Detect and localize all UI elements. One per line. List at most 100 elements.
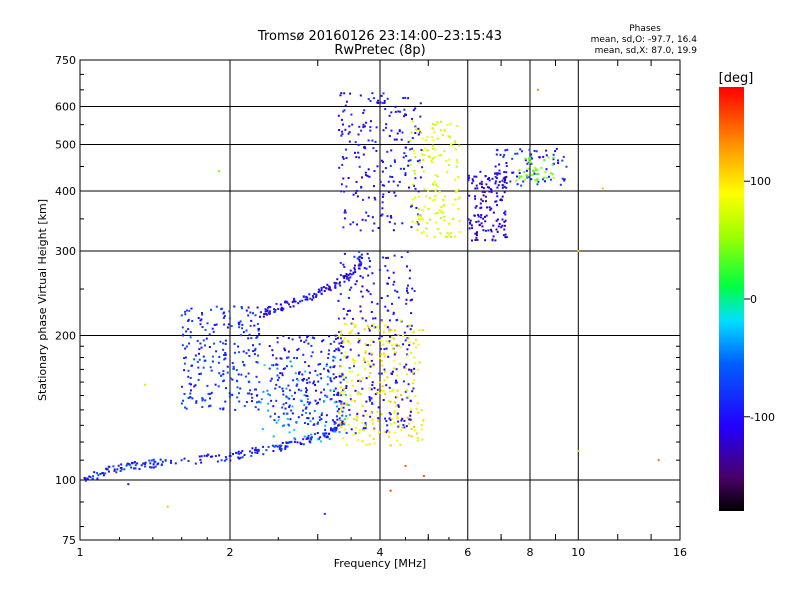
data-point (335, 427, 338, 429)
data-point (394, 351, 397, 354)
data-point (268, 394, 271, 397)
data-point (259, 315, 261, 318)
data-point (359, 275, 362, 278)
data-point (363, 266, 366, 269)
data-point (361, 285, 364, 288)
data-point (378, 329, 380, 332)
data-point (297, 379, 300, 382)
data-point (498, 180, 501, 183)
data-point (339, 375, 342, 378)
data-point (414, 429, 417, 432)
data-point (417, 127, 420, 130)
data-point (249, 450, 251, 453)
data-point (303, 394, 306, 397)
data-point (364, 425, 367, 427)
data-point (307, 434, 310, 437)
data-point (382, 352, 385, 355)
data-point (342, 110, 345, 113)
data-point (261, 428, 264, 431)
x-tick-label: 4 (377, 546, 384, 559)
data-point (344, 211, 347, 214)
data-point (530, 173, 533, 176)
data-point (342, 393, 345, 396)
data-point (354, 323, 357, 326)
data-point (395, 381, 398, 384)
data-point (200, 461, 203, 464)
data-point (402, 424, 405, 426)
data-point (289, 441, 292, 444)
data-point (342, 308, 345, 310)
data-point (380, 297, 383, 299)
data-point (287, 384, 290, 387)
data-point (401, 222, 404, 225)
data-point (285, 387, 288, 390)
data-point (562, 155, 565, 158)
data-point (320, 414, 323, 416)
data-point (215, 305, 218, 308)
data-point (390, 336, 393, 339)
data-point (413, 169, 416, 172)
data-point (495, 219, 498, 222)
data-point (394, 410, 397, 412)
data-point (362, 111, 365, 114)
data-point (397, 404, 400, 407)
data-point (345, 157, 348, 159)
data-point (343, 109, 346, 112)
data-point (310, 344, 313, 347)
data-point (299, 399, 302, 402)
data-point (358, 125, 361, 128)
data-point (388, 341, 391, 344)
data-point (365, 377, 368, 380)
data-point (364, 319, 367, 322)
data-point (180, 459, 183, 462)
data-point (364, 343, 367, 346)
data-point (381, 320, 383, 323)
data-point (333, 430, 336, 433)
data-point (434, 123, 437, 126)
data-point (238, 323, 241, 326)
data-point (413, 196, 416, 199)
data-point (498, 222, 501, 225)
data-point (264, 308, 267, 311)
data-point (390, 329, 393, 331)
data-point (295, 421, 298, 424)
data-point (362, 123, 365, 126)
data-point (393, 280, 396, 283)
data-point (248, 355, 251, 357)
data-point (398, 424, 401, 427)
data-point (543, 159, 546, 162)
data-point (357, 341, 360, 344)
data-point (373, 185, 375, 188)
data-point (434, 173, 437, 176)
data-point (272, 405, 275, 408)
data-point (482, 229, 485, 232)
data-point (238, 321, 241, 324)
data-point (657, 459, 660, 462)
data-point (285, 442, 288, 445)
data-point (452, 203, 455, 206)
data-point (336, 337, 339, 340)
data-point (357, 151, 360, 154)
data-point (400, 319, 402, 322)
data-point (408, 418, 411, 421)
data-point (385, 420, 388, 422)
data-point (449, 232, 452, 234)
data-point (485, 214, 488, 217)
data-point (312, 296, 315, 299)
data-point (335, 400, 338, 403)
data-point (345, 402, 348, 405)
data-point (339, 94, 342, 97)
data-point (336, 393, 338, 396)
data-point (363, 125, 366, 128)
data-point (343, 190, 346, 193)
data-point (188, 342, 191, 345)
data-point (321, 340, 324, 343)
data-point (396, 389, 399, 392)
data-point (417, 190, 420, 193)
data-point (252, 344, 254, 347)
data-point (361, 317, 364, 320)
data-point (318, 398, 321, 401)
data-point (494, 180, 497, 183)
data-point (317, 401, 319, 404)
data-point (245, 329, 248, 332)
